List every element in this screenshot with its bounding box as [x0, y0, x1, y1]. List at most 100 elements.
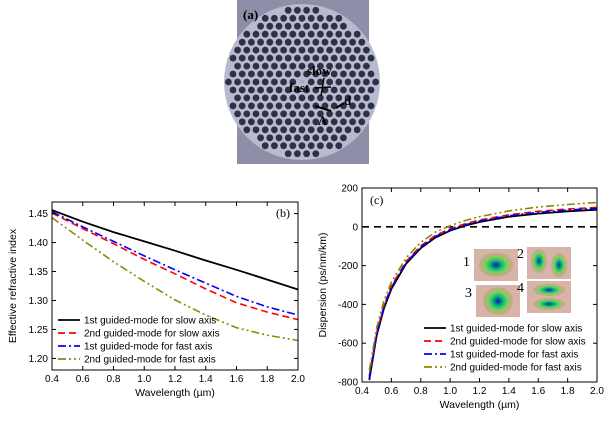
air-hole [358, 118, 366, 126]
air-hole [294, 54, 301, 62]
air-hole [257, 38, 264, 46]
air-hole [248, 38, 255, 46]
mode-lobe [533, 284, 565, 296]
air-hole [238, 102, 246, 110]
y-tick-label: 1.20 [29, 354, 49, 365]
y-tick-label: 1.35 [29, 267, 49, 278]
air-hole [358, 38, 366, 46]
air-hole [321, 38, 329, 46]
air-hole [289, 14, 297, 22]
air-hole [363, 110, 370, 118]
legend-label-2: 2nd guided-mode for slow axis [450, 337, 586, 348]
x-tick-label: 1.6 [531, 386, 545, 397]
air-hole [238, 70, 246, 78]
slow-axis-label: slow [307, 63, 332, 78]
air-hole [225, 78, 232, 86]
air-hole [307, 110, 315, 118]
series-line-4 [51, 216, 299, 342]
panel-label-c: (c) [370, 193, 383, 207]
x-tick-label: 0.4 [45, 374, 59, 385]
mode-profile-label-2: 2 [517, 247, 524, 262]
air-hole [284, 150, 292, 158]
air-hole [349, 118, 356, 126]
air-hole [312, 70, 320, 78]
air-hole [317, 62, 324, 70]
air-hole [234, 110, 242, 118]
air-hole [234, 94, 242, 102]
air-hole [344, 110, 352, 118]
air-hole [261, 126, 269, 134]
air-hole [326, 30, 333, 38]
air-hole [307, 142, 315, 150]
y-tick-label: 0 [352, 222, 358, 233]
air-hole [298, 62, 306, 70]
fast-axis-label: fast [289, 80, 310, 95]
chart-c-x-axis-label: Wavelength (µm) [440, 399, 520, 411]
air-hole [344, 126, 352, 134]
chart-b-x-axis-label: Wavelength (µm) [135, 387, 215, 399]
air-hole [307, 126, 315, 134]
air-hole [330, 86, 338, 94]
chart-b-legend: 1st guided-mode for slow axis 2nd guided-… [58, 316, 220, 366]
air-hole [243, 126, 251, 134]
air-hole [252, 62, 260, 70]
air-hole [340, 134, 347, 142]
mode-profile-insets: 1 2 3 4 [463, 247, 571, 317]
x-tick-label: 1.8 [260, 374, 274, 385]
air-hole [257, 54, 264, 62]
air-hole [363, 78, 370, 86]
air-hole [248, 54, 255, 62]
x-tick-label: 1.2 [168, 374, 182, 385]
air-hole [317, 14, 324, 22]
air-hole [321, 134, 329, 142]
y-tick-label: 1.25 [29, 325, 49, 336]
air-hole [280, 110, 287, 118]
air-hole [335, 62, 343, 70]
legend-label-1: 1st guided-mode for slow axis [450, 324, 582, 335]
air-hole [284, 54, 292, 62]
air-hole [275, 102, 283, 110]
x-tick-label: 1.4 [502, 386, 516, 397]
x-tick-label: 0.4 [355, 386, 369, 397]
chart-c-x-ticks: 0.4 0.6 0.8 1.0 1.2 1.4 1.6 1.8 2.0 [355, 188, 604, 397]
air-hole [234, 46, 242, 54]
air-hole [261, 30, 269, 38]
legend-label-3: 1st guided-mode for fast axis [450, 350, 578, 361]
air-hole [335, 94, 343, 102]
mode-lobe [533, 298, 565, 310]
air-hole [317, 30, 324, 38]
mode-lobe [479, 253, 513, 277]
chart-b-x-ticks: 0.4 0.6 0.8 1.0 1.2 1.4 1.6 1.8 2.0 [45, 202, 305, 385]
air-hole [303, 118, 310, 126]
air-hole [266, 102, 274, 110]
air-hole [252, 94, 260, 102]
air-hole [312, 134, 320, 142]
air-hole [271, 78, 278, 86]
air-hole [372, 78, 379, 86]
air-hole [358, 86, 366, 94]
x-tick-label: 1.8 [561, 386, 575, 397]
air-hole [261, 142, 269, 150]
air-hole [294, 118, 301, 126]
air-hole [298, 142, 306, 150]
air-hole [266, 134, 274, 142]
air-hole [261, 110, 269, 118]
air-hole [257, 86, 264, 94]
air-hole [289, 94, 297, 102]
air-hole [289, 142, 297, 150]
air-hole [294, 86, 301, 94]
air-hole [271, 62, 278, 70]
air-hole [284, 118, 292, 126]
air-hole [330, 22, 338, 30]
air-hole [271, 142, 278, 150]
air-hole [261, 46, 269, 54]
air-hole [280, 62, 287, 70]
x-tick-label: 0.6 [76, 374, 90, 385]
air-hole [252, 126, 260, 134]
air-hole [340, 86, 347, 94]
air-hole [326, 78, 333, 86]
air-hole [229, 70, 237, 78]
air-hole [335, 14, 343, 22]
air-hole [271, 110, 278, 118]
